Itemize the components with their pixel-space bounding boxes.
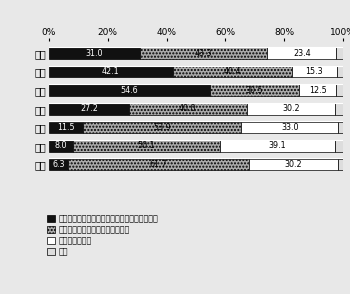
Text: 30.2: 30.2 xyxy=(282,104,300,113)
Bar xyxy=(338,159,343,170)
Text: 39.1: 39.1 xyxy=(268,141,286,151)
Bar xyxy=(49,140,72,152)
Bar xyxy=(49,66,173,77)
Bar xyxy=(338,122,343,133)
Text: 54.6: 54.6 xyxy=(120,86,138,95)
Bar xyxy=(336,84,343,96)
Text: 42.1: 42.1 xyxy=(102,67,120,76)
Text: 23.4: 23.4 xyxy=(293,49,311,58)
Bar xyxy=(337,66,343,77)
Bar xyxy=(299,84,336,96)
Text: 43.3: 43.3 xyxy=(195,49,212,58)
Bar xyxy=(220,140,335,152)
Text: 30.2: 30.2 xyxy=(285,160,302,169)
Bar xyxy=(173,66,292,77)
Text: 40.4: 40.4 xyxy=(223,67,241,76)
Text: 61.7: 61.7 xyxy=(149,160,167,169)
Bar xyxy=(49,122,83,133)
Text: 53.9: 53.9 xyxy=(153,123,171,132)
Text: 31.0: 31.0 xyxy=(86,49,103,58)
Bar xyxy=(292,66,337,77)
Bar xyxy=(335,103,343,115)
Bar xyxy=(49,47,140,59)
Text: 27.2: 27.2 xyxy=(80,104,98,113)
Bar xyxy=(49,103,129,115)
Text: 15.3: 15.3 xyxy=(305,67,323,76)
Bar xyxy=(249,159,338,170)
Bar xyxy=(49,84,210,96)
Bar xyxy=(241,122,338,133)
Text: 11.5: 11.5 xyxy=(57,123,75,132)
Text: 40.0: 40.0 xyxy=(179,104,196,113)
Bar xyxy=(335,140,343,152)
Bar xyxy=(83,122,241,133)
Bar xyxy=(336,47,343,59)
Text: 50.1: 50.1 xyxy=(137,141,155,151)
Text: 30.5: 30.5 xyxy=(246,86,263,95)
Bar xyxy=(129,103,246,115)
Legend: 障害に起因する年金を受給（障害基礎年金等）, 障害以外の理由による年金を受給, 受給していない, 不明: 障害に起因する年金を受給（障害基礎年金等）, 障害以外の理由による年金を受給, … xyxy=(47,214,158,256)
Text: 6.3: 6.3 xyxy=(52,160,64,169)
Bar xyxy=(49,159,68,170)
Bar xyxy=(246,103,335,115)
Bar xyxy=(267,47,336,59)
Bar xyxy=(72,140,220,152)
Bar xyxy=(68,159,249,170)
Bar xyxy=(140,47,267,59)
Text: 8.0: 8.0 xyxy=(55,141,67,151)
Text: 12.5: 12.5 xyxy=(309,86,327,95)
Bar xyxy=(210,84,299,96)
Text: 33.0: 33.0 xyxy=(281,123,299,132)
